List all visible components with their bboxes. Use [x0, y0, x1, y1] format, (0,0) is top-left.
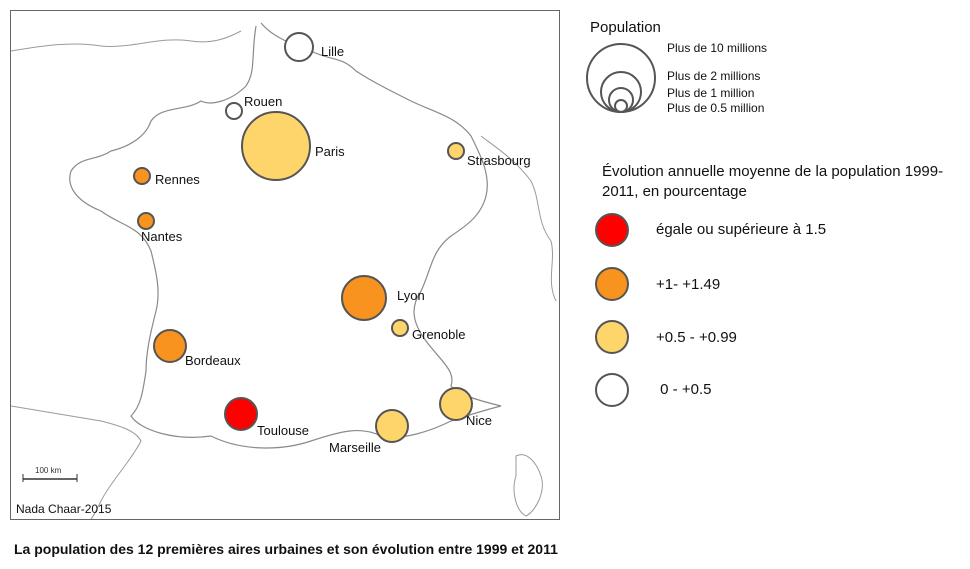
- city-marker-marseille: [375, 409, 409, 443]
- evolution-legend-item-low: 0 - +0.5: [656, 381, 712, 398]
- city-marker-rouen: [225, 102, 243, 120]
- map-caption: La population des 12 premières aires urb…: [14, 541, 558, 557]
- city-marker-strasbourg: [447, 142, 465, 160]
- west-coast-outline: [69, 25, 257, 438]
- map-credit: Nada Chaar-2015: [16, 502, 112, 516]
- city-label-toulouse: Toulouse: [257, 423, 309, 438]
- city-label-marseille: Marseille: [329, 440, 381, 455]
- population-legend-item-2m: Plus de 2 millions: [667, 69, 761, 83]
- city-marker-grenoble: [391, 319, 409, 337]
- evolution-legend-item-medium-high: +1- +1.49: [656, 276, 721, 293]
- legend-swatch-medium-high: [595, 267, 629, 301]
- population-legend-item-1m: Plus de 1 million: [667, 86, 755, 100]
- city-marker-nantes: [137, 212, 155, 230]
- population-legend-item-10m: Plus de 10 millions: [667, 41, 768, 55]
- city-label-lille: Lille: [321, 44, 344, 59]
- city-label-paris: Paris: [315, 144, 345, 159]
- evolution-legend-item-high: égale ou supérieure à 1.5: [656, 221, 827, 238]
- city-marker-lyon: [341, 275, 387, 321]
- city-marker-toulouse: [224, 397, 258, 431]
- city-marker-nice: [439, 387, 473, 421]
- uk-coast-outline: [11, 30, 242, 52]
- population-legend-title: Population: [590, 19, 661, 36]
- france-map: 100 km Lille Rouen Paris Strasbourg Renn…: [11, 22, 557, 519]
- legend-swatch-high: [595, 213, 629, 247]
- city-label-lyon: Lyon: [397, 288, 425, 303]
- border-outline: [480, 135, 557, 302]
- city-label-strasbourg: Strasbourg: [467, 153, 531, 168]
- evolution-legend-swatches: [595, 213, 629, 407]
- iberia-coast-outline: [11, 405, 142, 519]
- legend-circle-2m: [600, 71, 642, 113]
- city-label-rouen: Rouen: [244, 94, 282, 109]
- city-label-rennes: Rennes: [155, 172, 200, 187]
- scale-bar: 100 km: [22, 466, 78, 482]
- map-frame: 100 km Lille Rouen Paris Strasbourg Renn…: [10, 10, 560, 520]
- city-label-bordeaux: Bordeaux: [185, 353, 241, 368]
- evolution-legend-title: Évolution annuelle moyenne de la populat…: [602, 163, 944, 200]
- scale-bar-label: 100 km: [35, 466, 62, 475]
- legend-swatch-medium: [595, 320, 629, 354]
- population-legend-item-05m: Plus de 0.5 million: [667, 101, 765, 115]
- evolution-legend-item-medium: +0.5 - +0.99: [656, 329, 737, 346]
- city-label-nantes: Nantes: [141, 229, 183, 244]
- city-label-nice: Nice: [466, 413, 492, 428]
- corsica-outline: [513, 454, 543, 517]
- legend-swatch-low: [595, 373, 629, 407]
- city-marker-paris: [241, 111, 311, 181]
- coastline-outline: [260, 22, 502, 407]
- population-legend-circles: [586, 43, 656, 113]
- city-label-grenoble: Grenoble: [412, 327, 465, 342]
- city-marker-bordeaux: [153, 329, 187, 363]
- city-marker-lille: [284, 32, 314, 62]
- city-marker-rennes: [133, 167, 151, 185]
- legend-circle-05m: [614, 99, 628, 113]
- legend-circle-10m: [586, 43, 656, 113]
